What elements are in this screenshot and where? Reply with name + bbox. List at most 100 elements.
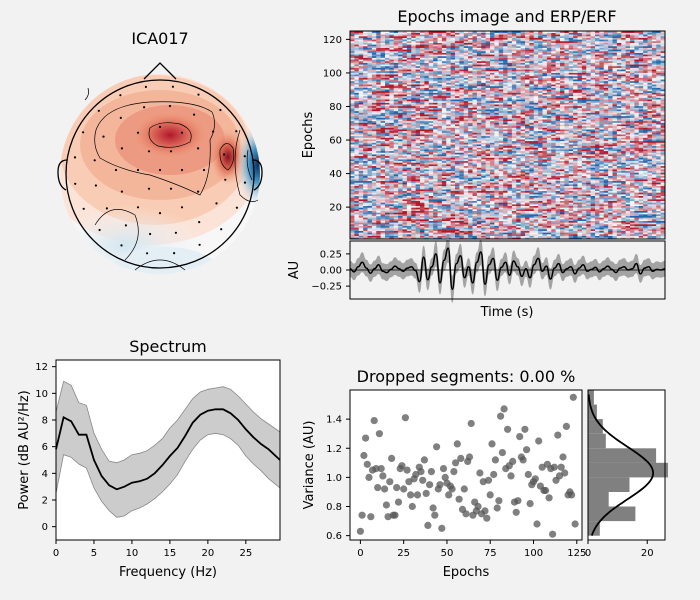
heatmap-cell [643, 212, 648, 215]
heatmap-cell [538, 182, 543, 185]
heatmap-cell [476, 204, 482, 207]
heatmap-cell [428, 127, 434, 130]
heatmap-cell [656, 215, 661, 218]
heatmap-cell [590, 205, 596, 208]
heatmap-cell [498, 155, 504, 158]
heatmap-cell [441, 124, 447, 127]
heatmap-cell [446, 140, 451, 143]
heatmap-cell [468, 170, 473, 173]
heatmap-cell [498, 137, 504, 140]
heatmap-cell [503, 172, 508, 175]
heatmap-cell [411, 134, 416, 137]
heatmap-cell [468, 129, 473, 132]
heatmap-cell [455, 220, 460, 223]
sensor-dot [223, 153, 226, 156]
heatmap-cell [385, 170, 390, 173]
heatmap-cell [542, 235, 548, 238]
heatmap-cell [411, 187, 416, 190]
heatmap-cell [612, 142, 618, 145]
heatmap-cell [455, 212, 460, 215]
heatmap-cell [616, 140, 622, 143]
heatmap-cell [441, 182, 447, 185]
heatmap-cell [651, 192, 657, 195]
heatmap-cell [371, 125, 377, 128]
heatmap-cell [564, 185, 570, 188]
heatmap-cell [481, 149, 486, 152]
heatmap-cell [630, 214, 635, 216]
heatmap-cell [503, 152, 508, 155]
heatmap-cell [446, 202, 451, 205]
heatmap-cell [503, 127, 508, 130]
heatmap-cell [490, 205, 495, 208]
heatmap-cell [599, 219, 605, 221]
heatmap-cell [490, 139, 495, 142]
heatmap-cell [459, 205, 465, 208]
heatmap-cell [371, 237, 377, 240]
heatmap-cell [616, 219, 622, 221]
heatmap-cell [525, 207, 530, 210]
heatmap-cell [415, 232, 421, 235]
heatmap-cell [560, 229, 565, 231]
heatmap-cell [603, 137, 609, 140]
heatmap-cell [463, 139, 469, 142]
heatmap-cell [485, 144, 491, 147]
heatmap-cell [350, 144, 355, 147]
heatmap-cell [516, 169, 521, 172]
heatmap-cell [398, 237, 403, 240]
heatmap-cell [533, 189, 539, 192]
heatmap-cell [555, 237, 561, 240]
heatmap-cell [455, 162, 460, 165]
heatmap-cell [608, 220, 613, 223]
heatmap-cell [590, 172, 596, 175]
heatmap-cell [643, 225, 648, 228]
heatmap-cell [371, 164, 377, 167]
heatmap-cell [621, 219, 626, 221]
heatmap-cell [472, 234, 478, 236]
heatmap-cell [533, 227, 539, 230]
heatmap-cell [358, 150, 364, 153]
heatmap-cell [520, 165, 526, 168]
heatmap-cell [385, 207, 390, 210]
heatmap-cell [612, 192, 618, 195]
heatmap-cell [450, 134, 456, 137]
heatmap-cell [647, 160, 653, 163]
heatmap-cell [398, 219, 403, 221]
heatmap-cell [612, 157, 618, 160]
heatmap-cell [520, 199, 526, 202]
heatmap-cell [599, 212, 605, 215]
heatmap-cell [481, 202, 486, 205]
heatmap-cell [358, 174, 364, 177]
heatmap-cell [630, 234, 635, 236]
heatmap-cell [455, 229, 460, 231]
heatmap-cell [551, 195, 556, 198]
heatmap-cell [406, 137, 412, 140]
heatmap-cell [446, 139, 451, 142]
heatmap-cell [446, 142, 451, 145]
heatmap-cell [363, 235, 368, 238]
heatmap-cell [595, 132, 600, 135]
heatmap-cell [459, 234, 465, 236]
heatmap-cell [573, 174, 578, 177]
heatmap-cell [389, 157, 395, 160]
heatmap-cell [450, 209, 456, 212]
heatmap-cell [354, 207, 360, 210]
heatmap-cell [503, 170, 508, 173]
heatmap-cell [481, 124, 486, 127]
heatmap-cell [546, 235, 552, 238]
heatmap-cell [428, 180, 434, 183]
heatmap-cell [516, 189, 521, 192]
heatmap-cell [643, 234, 648, 236]
heatmap-cell [603, 180, 609, 183]
heatmap-cell [363, 202, 368, 205]
heatmap-cell [564, 217, 570, 220]
heatmap-cell [494, 197, 500, 200]
heatmap-cell [450, 154, 456, 157]
heatmap-cell [643, 174, 648, 177]
heatmap-cell [660, 222, 666, 225]
heatmap-cell [494, 172, 500, 175]
heatmap-cell [428, 162, 434, 165]
heatmap-cell [603, 134, 609, 137]
heatmap-cell [573, 212, 578, 215]
heatmap-cell [630, 229, 635, 231]
heatmap-cell [651, 190, 657, 193]
